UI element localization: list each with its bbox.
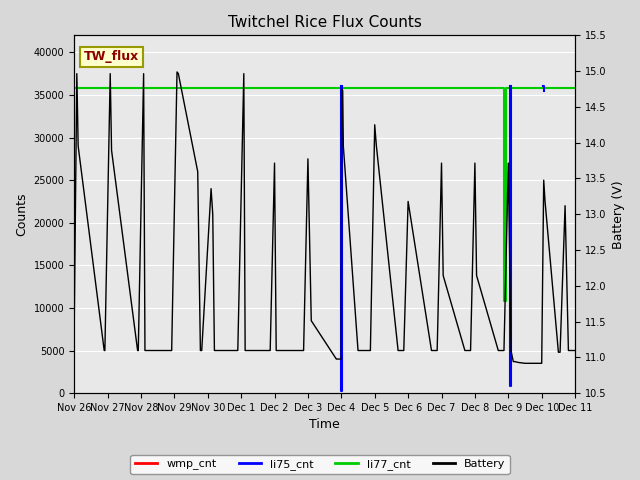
Y-axis label: Battery (V): Battery (V) bbox=[612, 180, 625, 249]
Legend: wmp_cnt, li75_cnt, li77_cnt, Battery: wmp_cnt, li75_cnt, li77_cnt, Battery bbox=[131, 455, 509, 474]
Text: TW_flux: TW_flux bbox=[84, 50, 140, 63]
Y-axis label: Counts: Counts bbox=[15, 192, 28, 236]
X-axis label: Time: Time bbox=[309, 419, 340, 432]
Title: Twitchel Rice Flux Counts: Twitchel Rice Flux Counts bbox=[228, 15, 422, 30]
